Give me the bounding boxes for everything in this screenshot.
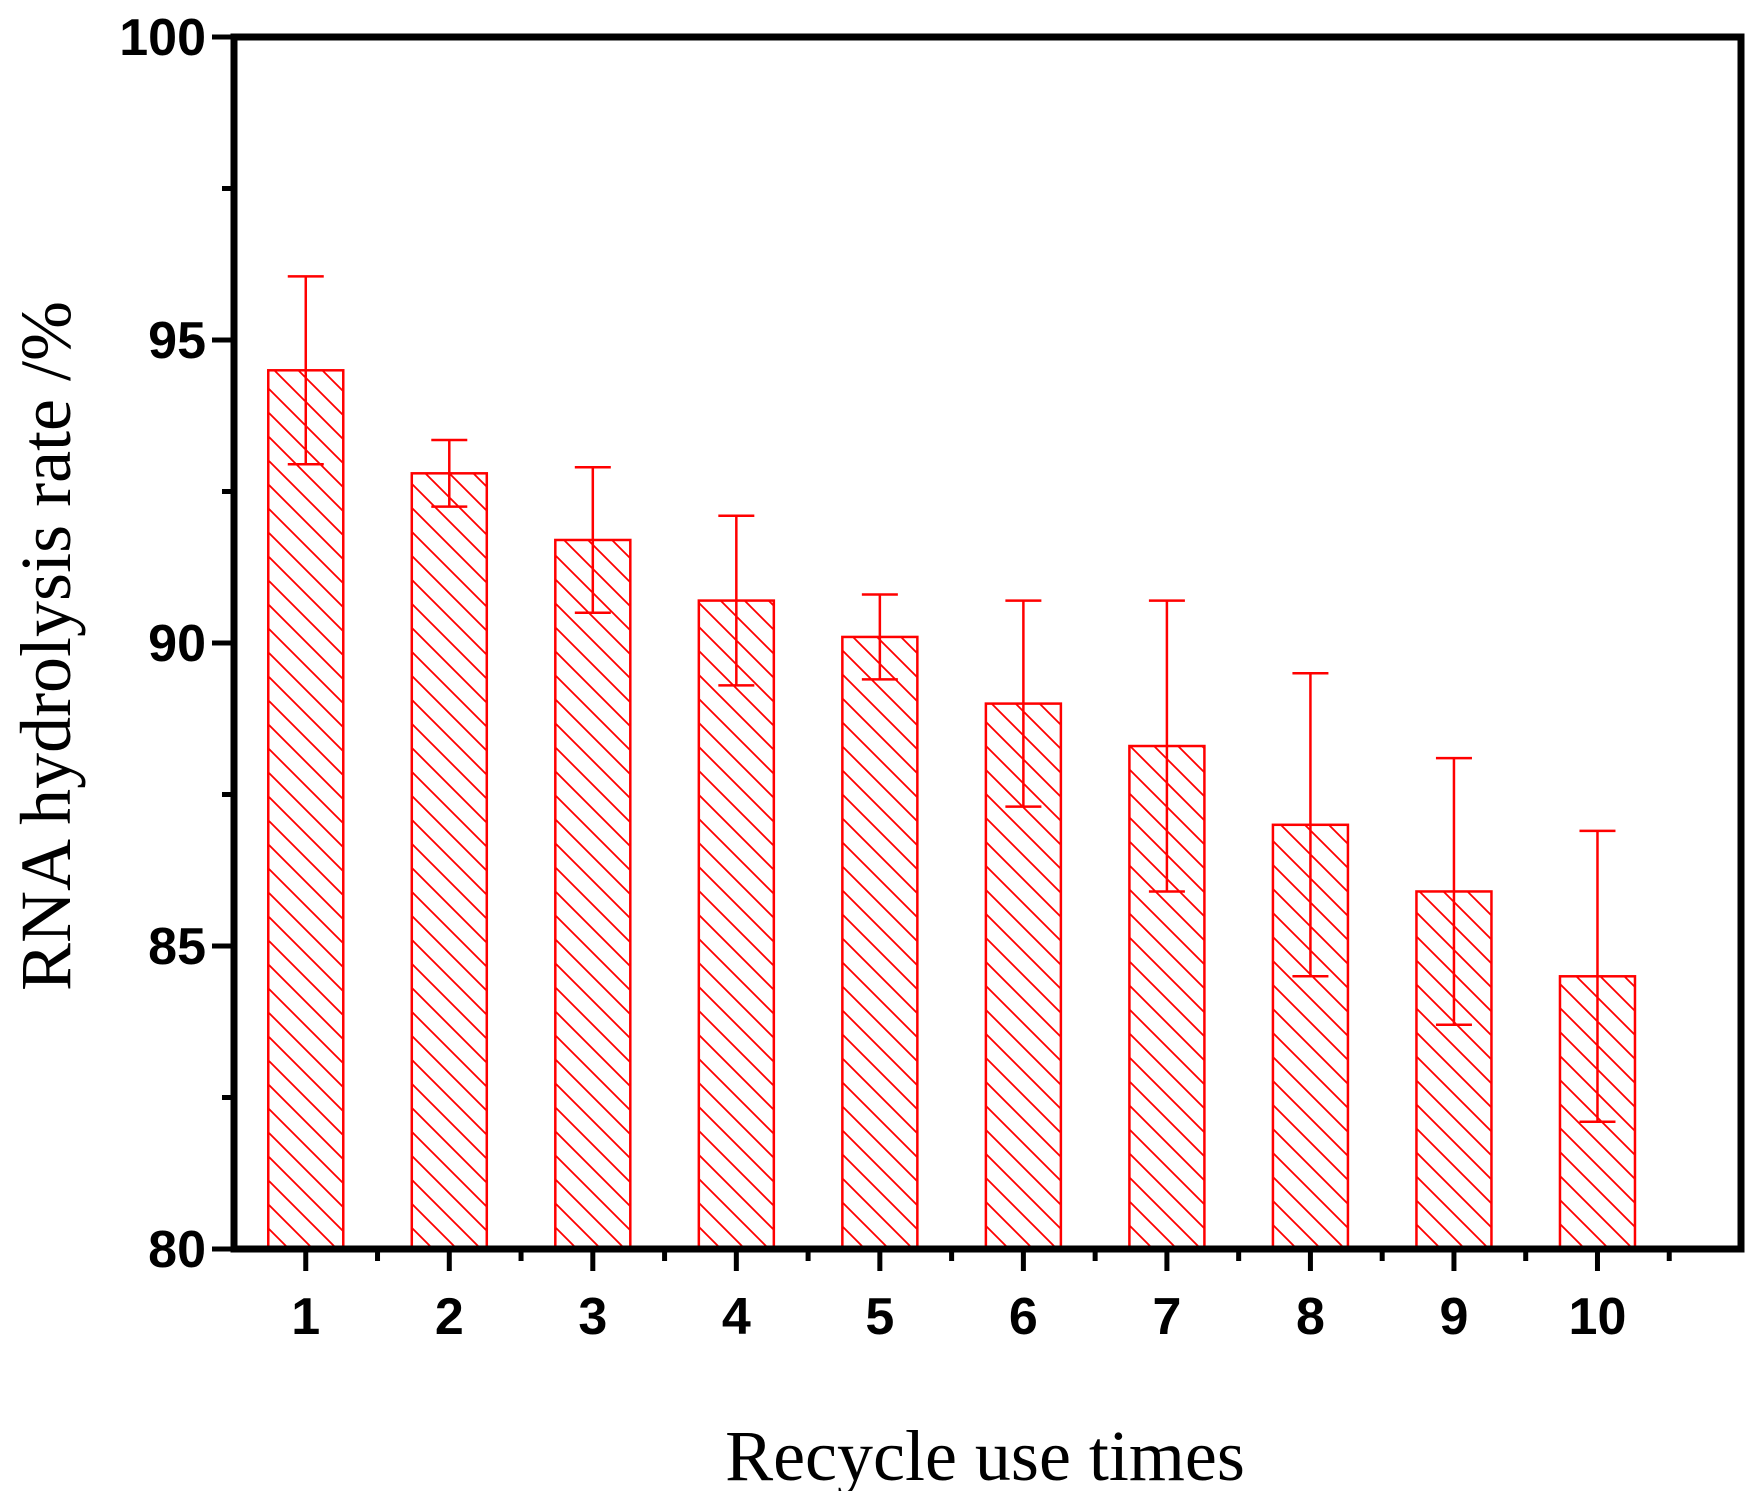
y-axis-title: RNA hydrolysis rate /% [6, 301, 86, 991]
x-tick-label: 9 [1439, 1288, 1468, 1346]
axes-layer [212, 33, 1745, 1271]
x-tick-label: 10 [1569, 1288, 1627, 1346]
x-tick-label: 1 [291, 1288, 320, 1346]
bar-2 [410, 472, 489, 1251]
tick-labels-layer: 80 85 90 95 100 1 2 3 4 5 6 7 8 9 10 [119, 9, 1626, 1346]
error-bars-layer [287, 275, 1616, 1123]
x-axis-title: Recycle use times [725, 1416, 1245, 1491]
y-tick-label: 85 [148, 918, 206, 976]
y-tick-label: 95 [148, 312, 206, 370]
y-tick-label: 100 [119, 9, 206, 67]
x-tick-label: 6 [1009, 1288, 1038, 1346]
bar-1 [267, 369, 345, 1251]
y-tick-label: 90 [148, 615, 206, 673]
x-tick-label: 8 [1296, 1288, 1325, 1346]
bar-4 [697, 599, 776, 1251]
x-tick-label: 3 [578, 1288, 607, 1346]
bar-5 [841, 635, 919, 1251]
x-tick-label: 2 [435, 1288, 464, 1346]
x-tick-label: 7 [1152, 1288, 1181, 1346]
bar-9 [1415, 890, 1493, 1251]
x-tick-label: 5 [865, 1288, 894, 1346]
x-tick-label: 4 [722, 1288, 751, 1346]
bars-layer [267, 369, 1637, 1251]
y-tick-label: 80 [148, 1221, 206, 1279]
bar-3 [554, 538, 632, 1251]
